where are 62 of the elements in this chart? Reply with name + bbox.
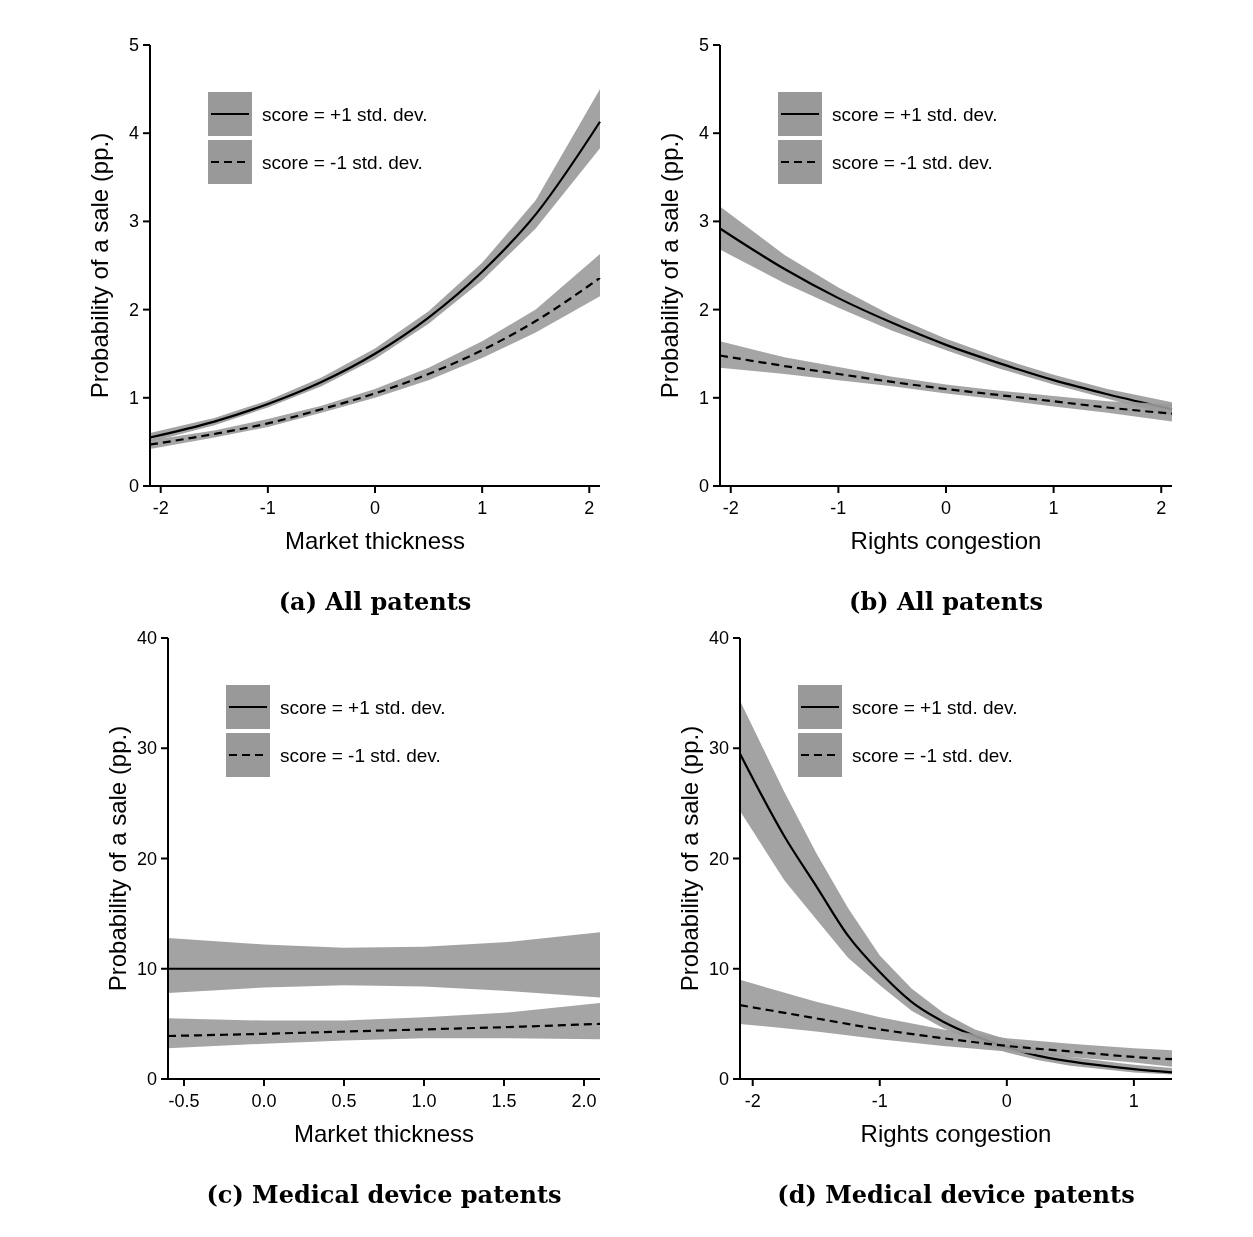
y-axis-title: Probability of a sale (pp.) xyxy=(86,132,113,399)
y-tick-label: 1 xyxy=(128,387,139,408)
text: (a) All patents xyxy=(278,587,472,616)
x-tick-label: 0.0 xyxy=(251,1091,277,1111)
y-tick-label: 10 xyxy=(708,958,729,979)
text: (c) Medical device patents xyxy=(206,1180,562,1209)
text: (b) All patents xyxy=(849,587,1043,616)
y-tick-label: 0 xyxy=(146,1069,157,1089)
x-axis-title: Market thickness xyxy=(284,527,466,554)
y-tick-label: 30 xyxy=(708,738,729,759)
y-axis-title: Probability of a sale (pp.) xyxy=(676,725,703,992)
y-tick-label: 2 xyxy=(128,299,139,320)
text: (d) Medical device patents xyxy=(777,1180,1135,1209)
legend-label: score = +1 std. dev. xyxy=(262,104,428,125)
x-tick-label: 1 xyxy=(1048,498,1059,518)
x-axis-title: Rights congestion xyxy=(860,1120,1052,1147)
x-tick-label: 0 xyxy=(1001,1091,1012,1111)
y-tick-label: 1 xyxy=(698,387,709,408)
x-axis-title: Market thickness xyxy=(293,1120,475,1147)
x-tick-label: 0 xyxy=(940,498,952,518)
x-tick-label: 0.5 xyxy=(331,1091,357,1111)
legend-label: score = -1 std. dev. xyxy=(852,745,1013,766)
y-tick-label: 30 xyxy=(136,738,157,759)
x-tick-label: -2 xyxy=(722,498,739,518)
y-axis-title: Probability of a sale (pp.) xyxy=(104,725,131,992)
legend-label: score = +1 std. dev. xyxy=(832,104,998,125)
y-tick-label: 40 xyxy=(708,628,729,648)
x-tick-label: -1 xyxy=(871,1091,888,1111)
x-tick-label: -1 xyxy=(259,498,276,518)
x-tick-label: -2 xyxy=(744,1091,761,1111)
y-tick-label: 20 xyxy=(136,848,157,869)
y-tick-label: 0 xyxy=(698,476,709,496)
y-tick-label: 2 xyxy=(698,299,709,320)
x-tick-label: 2.0 xyxy=(571,1091,597,1111)
y-tick-label: 40 xyxy=(136,628,157,648)
y-tick-label: 0 xyxy=(718,1069,729,1089)
x-axis-title: Rights congestion xyxy=(850,527,1042,554)
x-tick-label: 0 xyxy=(369,498,381,518)
y-tick-label: 20 xyxy=(708,848,729,869)
y-tick-label: 0 xyxy=(128,476,139,496)
y-tick-label: 4 xyxy=(128,123,139,144)
x-tick-label: 1 xyxy=(1128,1091,1139,1111)
legend-label: score = +1 std. dev. xyxy=(280,697,446,718)
legend-label: score = -1 std. dev. xyxy=(832,152,993,173)
x-tick-label: 2 xyxy=(584,498,595,518)
x-tick-label: -2 xyxy=(152,498,169,518)
x-tick-label: -1 xyxy=(830,498,847,518)
legend-label: score = +1 std. dev. xyxy=(852,697,1018,718)
x-tick-label: 2 xyxy=(1156,498,1167,518)
x-tick-label: 1.5 xyxy=(491,1091,517,1111)
x-tick-label: 1 xyxy=(477,498,488,518)
legend-label: score = -1 std. dev. xyxy=(262,152,423,173)
y-tick-label: 10 xyxy=(136,958,157,979)
x-tick-label: 1.0 xyxy=(411,1091,437,1111)
y-tick-label: 5 xyxy=(698,35,709,55)
y-tick-label: 3 xyxy=(698,211,709,232)
x-tick-label: -0.5 xyxy=(168,1091,200,1111)
y-axis-title: Probability of a sale (pp.) xyxy=(656,132,683,399)
y-tick-label: 5 xyxy=(128,35,139,55)
legend-label: score = -1 std. dev. xyxy=(280,745,441,766)
y-tick-label: 4 xyxy=(698,123,709,144)
y-tick-label: 3 xyxy=(128,211,139,232)
